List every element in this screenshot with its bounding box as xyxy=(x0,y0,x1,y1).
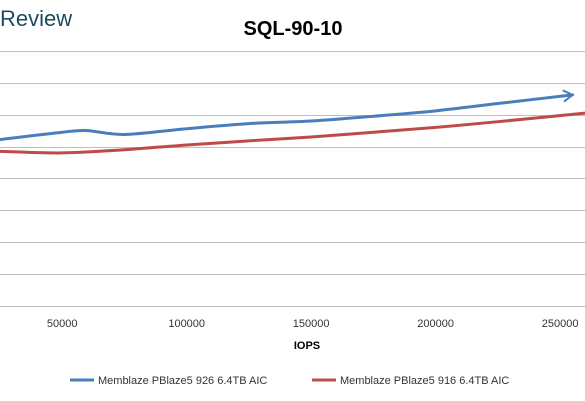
series-lines xyxy=(0,89,585,155)
gridlines xyxy=(0,51,585,307)
x-tick-label: 150000 xyxy=(293,318,330,330)
legend: Memblaze PBlaze5 926 6.4TB AIC Memblaze P… xyxy=(70,375,509,387)
legend-label: Memblaze PBlaze5 916 6.4TB AIC xyxy=(340,375,509,387)
x-tick-label: 200000 xyxy=(417,318,454,330)
legend-label: Memblaze PBlaze5 926 6.4TB AIC xyxy=(98,375,267,387)
x-tick-label: 50000 xyxy=(47,318,78,330)
series-line-1 xyxy=(0,93,575,142)
x-tick-label: 250000 xyxy=(542,318,579,330)
series-line-2 xyxy=(0,111,585,155)
x-axis: 50000 100000 150000 200000 250000 xyxy=(47,318,579,330)
chart-title: SQL-90-10 xyxy=(244,18,343,40)
x-tick-label: 100000 xyxy=(168,318,205,330)
review-watermark: Review xyxy=(0,6,72,31)
series-arrowhead xyxy=(562,89,575,103)
x-axis-title: IOPS xyxy=(294,340,320,352)
